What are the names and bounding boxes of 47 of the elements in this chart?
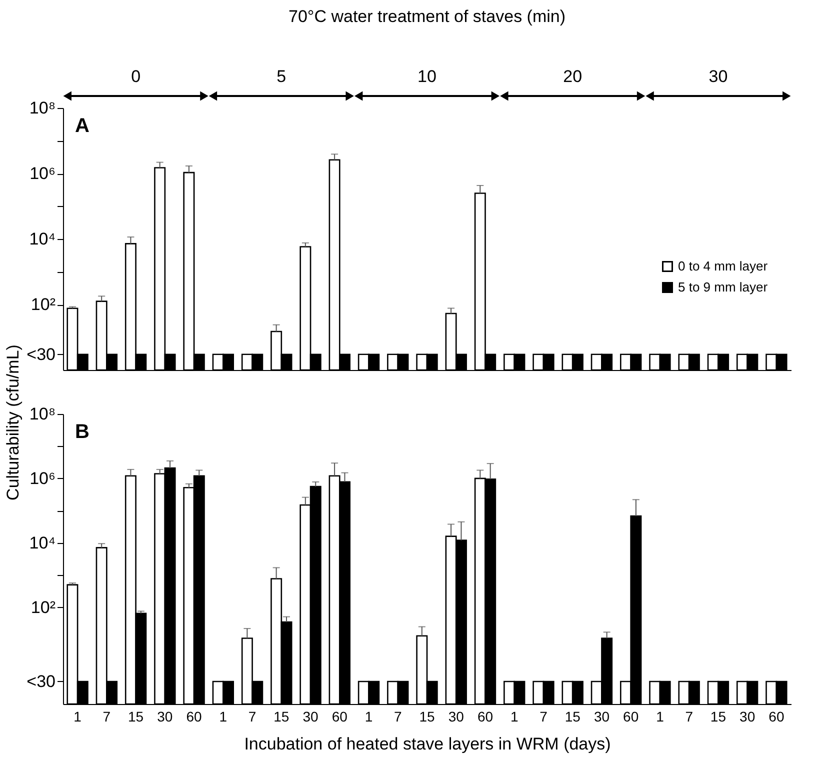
text: 5	[276, 67, 286, 86]
x-tick-label: 15	[564, 708, 581, 724]
x-tick-label: 30	[594, 708, 610, 724]
x-tick-label: 30	[740, 708, 756, 724]
x-tick-label: 1	[656, 708, 664, 724]
x-tick-label: 7	[248, 708, 256, 724]
y-tick-label: 10²	[30, 295, 56, 314]
x-tick-label: 7	[685, 708, 694, 724]
x-tick-label: 1	[510, 708, 518, 724]
x-tick-label: 7	[394, 708, 402, 724]
x-tick-label: 60	[186, 708, 202, 724]
y-axis-title: Culturability (cfu/mL)	[4, 344, 23, 500]
x-tick-label: 60	[332, 708, 348, 724]
y-tick-label: 10⁶	[30, 164, 56, 183]
x-tick-label: 30	[302, 708, 319, 724]
x-tick-label: 1	[364, 708, 373, 724]
x-tick-label: 7	[102, 708, 111, 724]
y-tick-label: 10²	[30, 598, 56, 617]
legend-label: 0 to 4 mm layer	[678, 258, 768, 274]
x-tick-label: 15	[419, 708, 435, 724]
x-axis-title: Incubation of heated stave layers in WRM (days)	[244, 734, 611, 754]
annotation: B	[75, 421, 90, 443]
text: 30	[708, 67, 728, 86]
text: 0	[131, 67, 141, 86]
x-tick-label: 15	[710, 708, 726, 724]
x-tick-label: 1	[74, 708, 82, 724]
legend-label: 5 to 9 mm layer	[678, 279, 768, 294]
y-tick-label: 10⁶	[30, 468, 56, 488]
text: 10	[418, 67, 436, 86]
x-tick-label: 7	[540, 708, 548, 724]
y-tick-label: 10⁸	[29, 404, 56, 424]
chart-title: 70°C water treatment of staves (min)	[288, 7, 566, 26]
y-tick-label: <30	[26, 344, 56, 364]
text: 20	[563, 67, 582, 86]
x-tick-label: 60	[477, 708, 494, 724]
y-tick-label: 10⁸	[29, 98, 56, 118]
x-tick-label: 60	[768, 708, 784, 724]
y-tick-label: 10⁴	[29, 230, 56, 248]
annotation: A	[75, 115, 90, 137]
x-tick-label: 15	[128, 708, 144, 724]
x-tick-label: 60	[623, 708, 639, 724]
y-tick-label: <30	[26, 672, 56, 691]
x-tick-label: 1	[219, 708, 228, 724]
x-tick-label: 30	[157, 708, 173, 724]
y-tick-label: 10⁴	[29, 533, 56, 552]
x-tick-label: 30	[448, 708, 464, 724]
x-tick-label: 15	[274, 708, 290, 724]
